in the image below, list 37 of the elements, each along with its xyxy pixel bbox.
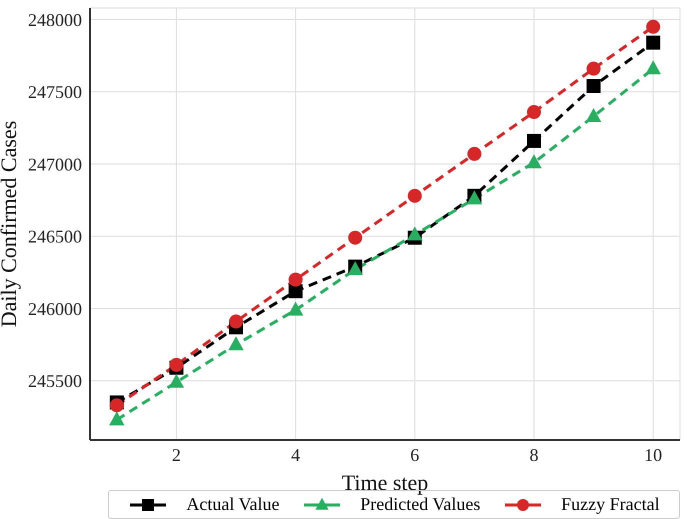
point bbox=[526, 134, 541, 148]
point bbox=[288, 302, 304, 316]
point bbox=[586, 62, 601, 76]
point bbox=[407, 226, 422, 240]
point bbox=[526, 105, 541, 120]
point bbox=[169, 358, 184, 372]
y-tick-label: 247500 bbox=[28, 82, 82, 102]
point bbox=[109, 411, 125, 426]
x-tick-label: 2 bbox=[172, 444, 181, 465]
point bbox=[110, 398, 124, 412]
point bbox=[646, 36, 660, 50]
point bbox=[526, 154, 542, 168]
x-tick-label: 8 bbox=[529, 444, 538, 465]
x-tick-label: 4 bbox=[291, 444, 300, 465]
y-tick-label: 246500 bbox=[28, 226, 82, 247]
point bbox=[645, 60, 661, 74]
point bbox=[348, 230, 362, 245]
legend-label: Predicted Values bbox=[360, 494, 480, 515]
y-tick-label: 245500 bbox=[28, 371, 82, 392]
legend-label: Fuzzy Fractal bbox=[561, 494, 660, 515]
y-tick-label: 248000 bbox=[28, 10, 82, 30]
point bbox=[586, 79, 601, 94]
point bbox=[408, 188, 422, 203]
point bbox=[229, 314, 244, 329]
x-tick-label: 6 bbox=[410, 444, 420, 465]
y-tick-label: 246000 bbox=[28, 298, 82, 319]
point bbox=[168, 374, 184, 388]
legend-label: Actual Value bbox=[186, 494, 280, 515]
point bbox=[646, 20, 660, 34]
y-axis-title: Daily Confirmed Cases bbox=[0, 120, 21, 328]
y-tick-label: 247000 bbox=[28, 154, 82, 174]
x-tick-label: 10 bbox=[644, 444, 662, 465]
point bbox=[228, 336, 244, 350]
point bbox=[467, 146, 482, 161]
point bbox=[586, 108, 602, 122]
x-axis-title: Time step bbox=[342, 470, 428, 495]
point bbox=[288, 272, 303, 287]
